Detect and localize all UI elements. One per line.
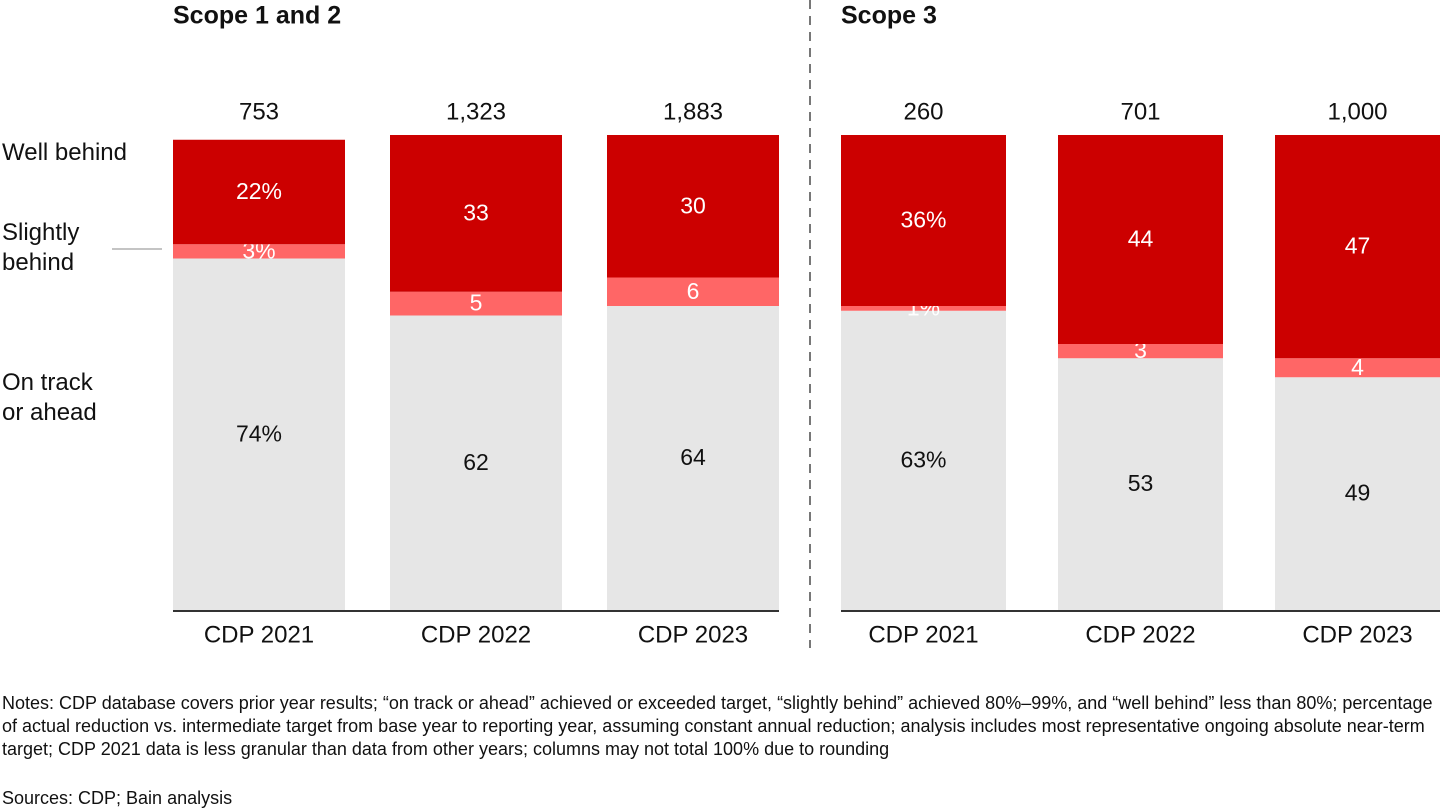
x-tick-label: CDP 2022 [421,621,531,648]
total-label: 260 [903,98,943,125]
total-label: 1,000 [1327,98,1387,125]
bar-segment [390,291,562,316]
data-label: 33 [463,199,489,225]
data-label: 63% [900,446,946,472]
data-label: 44 [1128,226,1154,252]
total-label: 1,323 [446,98,506,125]
x-tick-label: CDP 2022 [1085,621,1195,648]
x-tick-label: CDP 2023 [638,621,748,648]
data-label: 6 [687,278,700,304]
bar-segment [390,135,562,292]
data-label: 4 [1351,354,1364,380]
data-label: 30 [680,192,706,218]
data-label: 47 [1345,233,1371,259]
total-label: 753 [239,98,279,125]
data-label: 22% [236,178,282,204]
bar-segment [390,315,562,610]
bar-segment [1275,377,1440,610]
bar-segment [173,139,345,245]
x-tick-label: CDP 2021 [204,621,314,648]
data-label: 49 [1345,480,1371,506]
panel-title: Scope 3 [841,2,937,30]
bar-segment [173,258,345,610]
x-tick-label: CDP 2021 [868,621,978,648]
bar-segment [1058,344,1223,359]
total-label: 1,883 [663,98,723,125]
total-label: 701 [1120,98,1160,125]
bar-segment [607,277,779,306]
data-label: 5 [470,290,483,316]
data-label: 64 [680,444,706,470]
bar-segment [841,135,1006,306]
sources: Sources: CDP; Bain analysis [2,788,233,808]
x-tick-label: CDP 2023 [1302,621,1412,648]
data-label: 36% [900,207,946,233]
panel-title: Scope 1 and 2 [173,2,341,30]
notes: Notes: CDP database covers prior year re… [2,693,1433,759]
legend-label: On track or ahead [2,369,97,426]
data-label: 62 [463,449,489,475]
bar-segment [1058,135,1223,344]
bar-segment [607,306,779,610]
bar-segment [1058,358,1223,610]
bar-segment [173,244,345,259]
bar-segment [1275,135,1440,359]
bar-segment [1275,358,1440,378]
data-label: 74% [236,420,282,446]
bar-segment [607,135,779,278]
legend-label: Well behind [2,139,127,166]
legend-label: Slightly behind [2,219,80,276]
bar-segment [841,310,1006,610]
bar-segment [841,306,1006,311]
data-label: 53 [1128,470,1154,496]
